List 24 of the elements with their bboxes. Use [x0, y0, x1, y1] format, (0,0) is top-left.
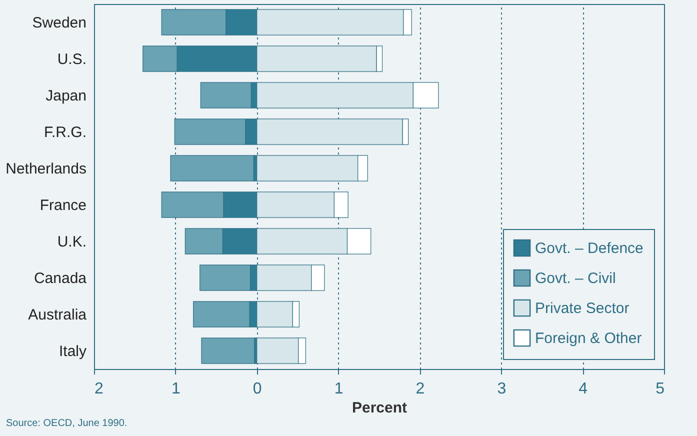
x-axis-title: Percent — [352, 400, 408, 416]
y-tick-label: Italy — [58, 342, 87, 360]
x-tick-label: 2 — [94, 380, 104, 398]
y-tick-label: F.R.G. — [44, 124, 86, 141]
x-tick-label: 0 — [252, 380, 262, 398]
y-tick-label: Japan — [46, 87, 86, 104]
y-tick-label: Canada — [34, 270, 88, 287]
y-tick-label: U.K. — [57, 233, 86, 250]
y-tick-label: U.S. — [57, 50, 86, 68]
x-tick-label: 2 — [416, 380, 425, 398]
legend-label: Foreign & Other — [535, 330, 642, 347]
y-tick-label: Sweden — [32, 14, 86, 32]
x-tick-label: 1 — [171, 380, 180, 398]
y-tick-label: France — [40, 196, 86, 214]
legend-label: Govt. – Defence — [535, 240, 644, 257]
y-tick-label: Australia — [28, 306, 88, 324]
x-tick-label: 3 — [497, 380, 506, 398]
y-tick-label: Netherlands — [6, 160, 86, 178]
legend-label: Govt. – Civil — [535, 270, 616, 287]
legend-label: Private Sector — [535, 300, 630, 317]
source-note: Source: OECD, June 1990. — [6, 418, 128, 429]
x-tick-label: 1 — [334, 380, 344, 398]
x-tick-label: 4 — [578, 380, 588, 398]
x-tick-label: 5 — [656, 380, 665, 398]
